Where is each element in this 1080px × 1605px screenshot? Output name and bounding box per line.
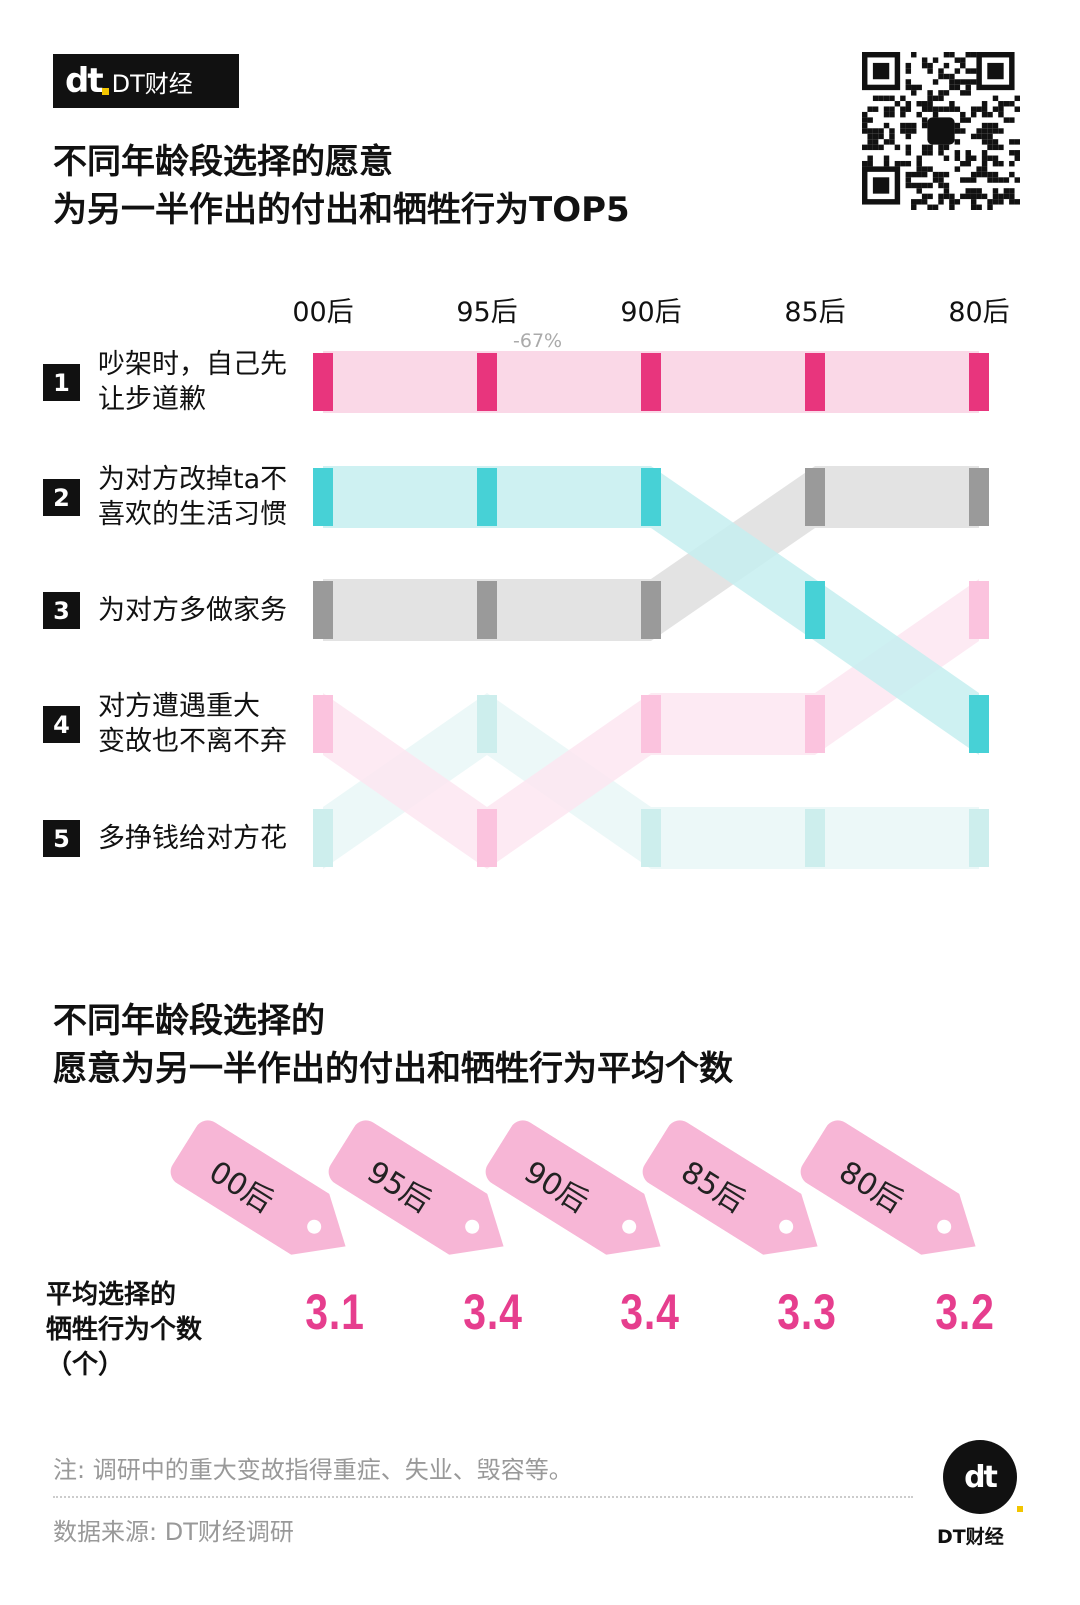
column-header: 95后 bbox=[456, 297, 518, 328]
rank-label: 为对方改掉ta不 喜欢的生活习惯 bbox=[98, 464, 288, 530]
rank-marker-s4-00后 bbox=[313, 695, 333, 753]
rank-marker-s1-90后 bbox=[641, 353, 661, 411]
footnote: 注: 调研中的重大变故指得重症、失业、毁容等。 bbox=[53, 1456, 573, 1484]
column-header: 90后 bbox=[620, 297, 682, 328]
rank-number: 3 bbox=[43, 592, 80, 629]
top-title-line1: 不同年龄段选择的愿意 bbox=[53, 142, 393, 182]
rank-label: 对方遭遇重大 变故也不离不弃 bbox=[98, 691, 287, 757]
rank-marker-s5-80后 bbox=[969, 809, 989, 867]
rank-marker-s1-00后 bbox=[313, 353, 333, 411]
rank-marker-s4-85后 bbox=[805, 695, 825, 753]
rank-marker-s1-85后 bbox=[805, 353, 825, 411]
rank-label: 为对方多做家务 bbox=[98, 594, 287, 626]
age-tag: 90后 bbox=[480, 1115, 679, 1277]
rank-label: 多挣钱给对方花 bbox=[98, 822, 287, 854]
rank-number: 4 bbox=[43, 706, 80, 743]
rank-marker-s2-90后 bbox=[641, 468, 661, 526]
dt-logo-icon: dt bbox=[65, 64, 109, 98]
rank-number: 2 bbox=[43, 479, 80, 516]
rank-marker-s2-80后 bbox=[969, 695, 989, 753]
rank-marker-s2-95后 bbox=[477, 468, 497, 526]
avg-value: 3.3 bbox=[777, 1284, 837, 1340]
bump-chart bbox=[313, 351, 989, 869]
rank-marker-s5-00后 bbox=[313, 809, 333, 867]
bottom-title-line1: 不同年龄段选择的 bbox=[53, 1001, 325, 1041]
rank-marker-s1-95后 bbox=[477, 353, 497, 411]
column-header: 80后 bbox=[948, 297, 1010, 328]
rank-marker-s3-00后 bbox=[313, 581, 333, 639]
top-chart-title: 不同年龄段选择的愿意 为另一半作出的付出和牺牲行为TOP5 bbox=[53, 138, 630, 234]
bottom-title-line2: 愿意为另一半作出的付出和牺牲行为平均个数 bbox=[53, 1049, 733, 1089]
rank-marker-s3-80后 bbox=[969, 468, 989, 526]
avg-row-caption: 平均选择的 牺牲行为个数 （个） bbox=[46, 1280, 203, 1380]
rank-marker-s2-00后 bbox=[313, 468, 333, 526]
age-tag: 95后 bbox=[323, 1115, 522, 1277]
rank-label: 吵架时，自己先 让步道歉 bbox=[98, 349, 287, 415]
qr-code-icon bbox=[862, 52, 1020, 210]
avg-value: 3.4 bbox=[463, 1284, 523, 1340]
data-source: 数据来源: DT财经调研 bbox=[53, 1518, 294, 1546]
age-tag: 00后 bbox=[165, 1115, 364, 1277]
top-title-line2: 为另一半作出的付出和牺牲行为TOP5 bbox=[53, 190, 630, 230]
rank-marker-s2-85后 bbox=[805, 581, 825, 639]
rank-marker-s4-90后 bbox=[641, 695, 661, 753]
divider bbox=[53, 1496, 913, 1498]
age-tag: 80后 bbox=[795, 1115, 994, 1277]
rank-number: 5 bbox=[43, 820, 80, 857]
rank-marker-s4-80后 bbox=[969, 581, 989, 639]
logo-text: DT财经 bbox=[111, 69, 193, 98]
column-header: 00后 bbox=[292, 297, 354, 328]
rank-marker-s5-85后 bbox=[805, 809, 825, 867]
annotation-label: -67% bbox=[513, 330, 563, 352]
rank-marker-s3-85后 bbox=[805, 468, 825, 526]
rank-marker-s5-95后 bbox=[477, 695, 497, 753]
rank-marker-s4-95后 bbox=[477, 809, 497, 867]
bottom-chart-title: 不同年龄段选择的 愿意为另一半作出的付出和牺牲行为平均个数 bbox=[53, 997, 733, 1093]
rank-number: 1 bbox=[43, 364, 80, 401]
avg-value: 3.1 bbox=[305, 1284, 365, 1340]
avg-value: 3.4 bbox=[620, 1284, 680, 1340]
rank-marker-s3-90后 bbox=[641, 581, 661, 639]
avg-value: 3.2 bbox=[935, 1284, 995, 1340]
column-header: 85后 bbox=[784, 297, 846, 328]
dt-logo-badge: dt DT财经 bbox=[53, 54, 239, 108]
dt-footer-logo-icon: dt bbox=[943, 1440, 1023, 1514]
rank-marker-s3-95后 bbox=[477, 581, 497, 639]
age-tag: 85后 bbox=[637, 1115, 836, 1277]
rank-marker-s1-80后 bbox=[969, 353, 989, 411]
footer-brand-text: DT财经 bbox=[937, 1526, 1004, 1548]
rank-marker-s5-90后 bbox=[641, 809, 661, 867]
